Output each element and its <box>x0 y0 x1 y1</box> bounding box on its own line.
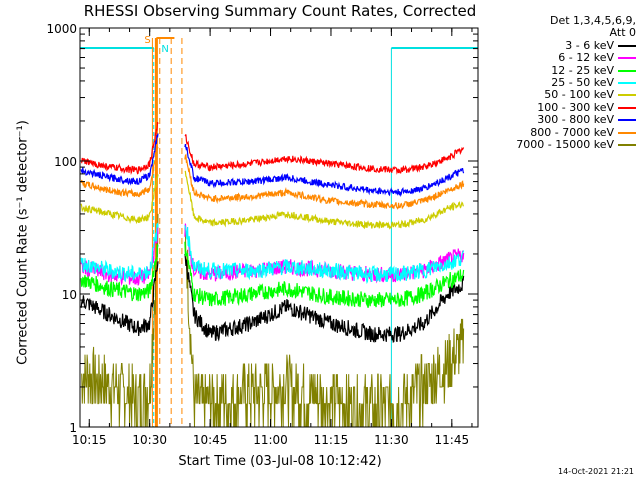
legend-swatch <box>618 44 636 47</box>
x-tick-label-0: 10:15 <box>72 433 107 447</box>
series-7000-15000-kev <box>81 213 465 427</box>
x-tick-label-4: 11:15 <box>314 433 349 447</box>
legend-entry: 12 - 25 keV <box>480 63 636 77</box>
series-800-7000-kev <box>80 144 465 210</box>
legend-entry: 7000 - 15000 keV <box>480 138 636 152</box>
y-axis-label: Corrected Count Rate (s⁻¹ detector⁻¹) <box>15 120 31 365</box>
x-tick-label-2: 10:45 <box>193 433 228 447</box>
axes: 10:15 10:30 10:45 11:00 11:15 11:30 11:45 1 10 10… <box>46 22 479 447</box>
legend-label: 25 - 50 keV <box>551 76 614 90</box>
legend-swatch <box>618 144 636 147</box>
legend-header-line-2: Att 0 <box>609 26 636 40</box>
y-tick-label-3: 1000 <box>46 22 77 36</box>
legend-label: 3 - 6 keV <box>565 38 614 52</box>
legend-label: 100 - 300 keV <box>537 100 614 114</box>
y-tick-label-0: 1 <box>69 421 77 435</box>
legend-label: 6 - 12 keV <box>558 51 614 65</box>
chart-title: RHESSI Observing Summary Count Rates, Co… <box>83 2 477 20</box>
legend-swatch <box>618 119 636 122</box>
x-tick-label-1: 10:30 <box>132 433 167 447</box>
legend-label: 800 - 7000 keV <box>530 125 614 139</box>
legend-entry: 50 - 100 keV <box>480 89 636 101</box>
legend-header-line-1: Det 1,3,4,5,6,9, <box>549 14 636 27</box>
legend-entry: 300 - 800 keV <box>480 114 636 126</box>
timestamp: 14-Oct-2021 21:21 <box>558 467 634 476</box>
series-layer <box>80 122 465 427</box>
legend-label: 7000 - 15000 keV <box>516 138 614 152</box>
legend-entry: 3 - 6 keV <box>480 38 636 52</box>
legend-label: 300 - 800 keV <box>537 113 614 127</box>
legend-label: 12 - 25 keV <box>551 63 614 77</box>
legend-swatch <box>618 106 636 109</box>
legend-entry: 25 - 50 keV <box>480 76 636 90</box>
series-100-300-kev <box>81 122 465 175</box>
y-tick-label-2: 100 <box>54 155 77 169</box>
y-tick-label-1: 10 <box>62 288 77 302</box>
x-tick-label-6: 11:45 <box>435 433 470 447</box>
legend-swatch <box>618 57 636 60</box>
series-50-100-kev <box>80 170 465 230</box>
legend-entry: 800 - 7000 keV <box>480 125 636 139</box>
series-12-25-kev <box>80 241 465 309</box>
legend: Det 1,3,4,5,6,9, Att 0 3 - 6 keV 6 - 12 k… <box>480 14 636 152</box>
time-markers: SN <box>80 35 478 427</box>
legend-swatch <box>618 131 636 134</box>
plot-frame <box>79 27 479 428</box>
series-300-800-kev <box>80 133 465 198</box>
legend-swatch <box>618 82 636 85</box>
x-tick-label-5: 11:30 <box>374 433 409 447</box>
legend-label: 50 - 100 keV <box>544 88 614 102</box>
legend-swatch <box>618 69 636 72</box>
night-n-label: N <box>161 44 168 55</box>
series-25-50-kev <box>80 222 465 285</box>
x-tick-label-3: 11:00 <box>253 433 288 447</box>
legend-entry: 6 - 12 keV <box>480 52 636 64</box>
series-3-6-kev <box>80 253 465 343</box>
legend-entry: 100 - 300 keV <box>480 100 636 114</box>
x-axis-label: Start Time (03-Jul-08 10:12:42) <box>178 454 382 469</box>
saa-s-label: S <box>144 35 150 46</box>
legend-swatch <box>618 94 636 97</box>
